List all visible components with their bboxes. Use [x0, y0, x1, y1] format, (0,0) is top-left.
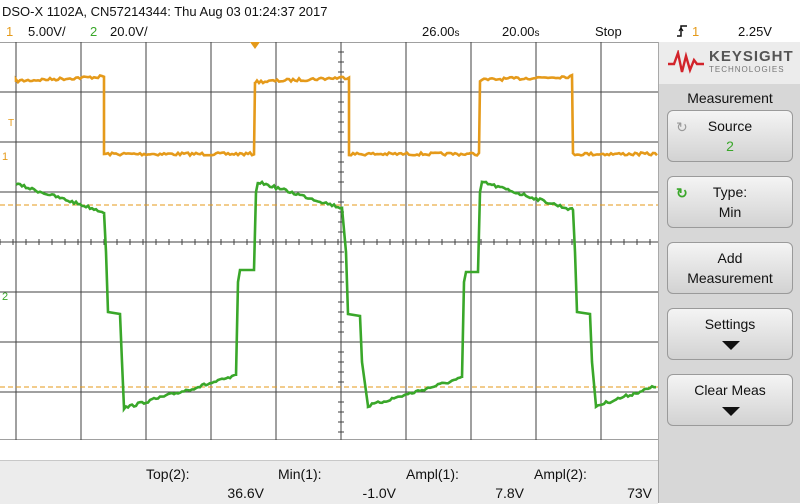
measurement-label: Top(2): — [146, 466, 190, 482]
softkey-label: Source — [707, 118, 753, 134]
measurement-ampl-ch1[interactable]: Ampl(1): 7.8V — [400, 461, 530, 504]
measurement-value: 7.8V — [495, 485, 524, 501]
ch2-scale[interactable]: 20.0V/ — [110, 24, 148, 39]
run-state: Stop — [595, 24, 622, 39]
ch2-ground-marker: 2 — [2, 291, 8, 303]
source-softkey[interactable]: ↻ Source 2 — [667, 110, 793, 162]
green-knob-icon: ↻ — [676, 185, 688, 201]
scale-header: 1 5.00V/ 2 20.0V/ 26.00s 20.00s Stop 1 2… — [0, 22, 800, 42]
trigger-level[interactable]: 2.25V — [738, 24, 772, 39]
measurement-label: Ampl(1): — [406, 466, 459, 482]
waveform-display[interactable]: T 1 2 — [0, 41, 658, 441]
ch1-ground-marker: 1 — [2, 151, 8, 163]
measurement-value: 73V — [627, 485, 652, 501]
softkey-label: Type: — [712, 184, 748, 200]
measurement-bar: Top(2): 36.6V Min(1): -1.0V Ampl(1): 7.8… — [0, 460, 658, 504]
ch1-number: 1 — [6, 24, 14, 39]
softkey-value: Min — [718, 204, 742, 220]
time-scale[interactable]: 20.00s — [502, 24, 540, 39]
brand-name: KEYSIGHT — [709, 48, 794, 65]
trigger-level-marker: T — [8, 118, 14, 129]
trigger-level-lines — [0, 204, 658, 388]
graticule — [0, 41, 658, 441]
menu-title: Measurement — [687, 90, 773, 106]
ch2-number: 2 — [90, 24, 98, 39]
measurement-min-ch1[interactable]: Min(1): -1.0V — [272, 461, 402, 504]
measurement-value: -1.0V — [362, 485, 396, 501]
measurement-label: Min(1): — [278, 466, 322, 482]
measurement-top-ch2[interactable]: Top(2): 36.6V — [140, 461, 270, 504]
down-arrow-icon — [722, 407, 740, 416]
measurement-value: 36.6V — [227, 485, 264, 501]
softkey-label: Settings — [704, 316, 756, 332]
down-arrow-icon — [722, 341, 740, 350]
brand-sub: TECHNOLOGIES — [709, 65, 785, 74]
add-measurement-softkey[interactable]: Add Measurement — [667, 242, 793, 294]
keysight-logo: KEYSIGHT TECHNOLOGIES — [659, 42, 800, 84]
measurement-ampl-ch2[interactable]: Ampl(2): 73V — [528, 461, 658, 504]
softkey-panel: KEYSIGHT TECHNOLOGIES Measurement ↻ Sour… — [658, 42, 800, 503]
ch2-trace — [15, 179, 656, 413]
clear-meas-softkey[interactable]: Clear Meas — [667, 374, 793, 426]
device-info: DSO-X 1102A, CN57214344: Thu Aug 03 01:2… — [2, 4, 328, 19]
ch1-trace — [14, 73, 658, 158]
settings-softkey[interactable]: Settings — [667, 308, 793, 360]
softkey-label: Add — [717, 250, 743, 266]
softkey-label: Clear Meas — [694, 382, 766, 398]
rotate-knob-icon: ↻ — [676, 119, 688, 135]
time-position[interactable]: 26.00s — [422, 24, 460, 39]
status-header: DSO-X 1102A, CN57214344: Thu Aug 03 01:2… — [0, 0, 800, 22]
type-softkey[interactable]: ↻ Type: Min — [667, 176, 793, 228]
softkey-value: 2 — [726, 138, 734, 154]
keysight-wave-icon — [668, 50, 704, 74]
ch1-scale[interactable]: 5.00V/ — [28, 24, 66, 39]
trigger-position-marker — [250, 42, 260, 49]
rising-edge-trigger-icon — [676, 24, 688, 41]
measurement-label: Ampl(2): — [534, 466, 587, 482]
softkey-value: Measurement — [687, 270, 773, 286]
trigger-source: 1 — [692, 24, 700, 39]
